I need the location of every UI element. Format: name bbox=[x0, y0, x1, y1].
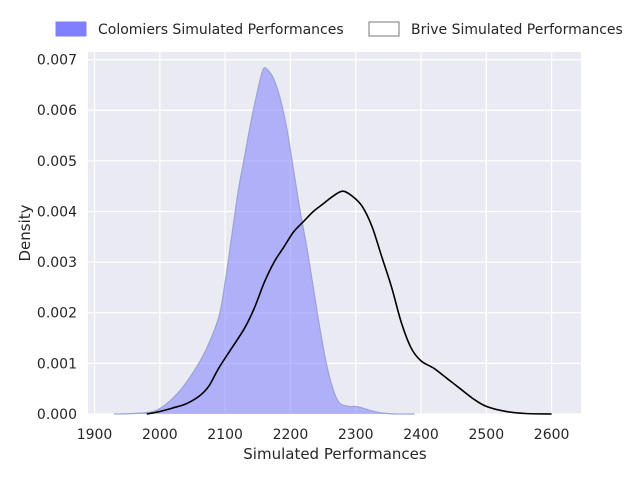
y-tick-label: 0.006 bbox=[37, 103, 77, 119]
series-layer bbox=[114, 67, 552, 415]
y-tick-label: 0.005 bbox=[37, 154, 77, 170]
x-tick-label: 1900 bbox=[77, 427, 113, 443]
x-tick-label: 2200 bbox=[273, 427, 309, 443]
series-area-colomiers bbox=[114, 67, 415, 415]
x-tick-label: 2400 bbox=[403, 427, 439, 443]
legend-label-brive: Brive Simulated Performances bbox=[411, 22, 623, 38]
x-tick-label: 2000 bbox=[142, 427, 178, 443]
y-tick-label: 0.001 bbox=[37, 356, 77, 372]
y-tick-label: 0.007 bbox=[37, 53, 77, 69]
x-tick-label: 2300 bbox=[338, 427, 374, 443]
grid-lines bbox=[88, 52, 581, 415]
x-tick-label: 2500 bbox=[468, 427, 504, 443]
legend-swatch-colomiers bbox=[55, 21, 87, 37]
x-tick-label: 2100 bbox=[207, 427, 243, 443]
x-tick-label: 2600 bbox=[534, 427, 570, 443]
legend-label-colomiers: Colomiers Simulated Performances bbox=[98, 22, 344, 38]
legend-swatch-brive bbox=[368, 21, 400, 37]
y-tick-label: 0.003 bbox=[37, 255, 77, 271]
series-line-brive bbox=[146, 190, 552, 415]
y-axis-ticks: 0.000 0.001 0.002 0.003 0.004 0.005 0.006 0.007 bbox=[37, 53, 77, 423]
y-tick-label: 0.002 bbox=[37, 306, 77, 322]
series-outline-colomiers bbox=[114, 67, 415, 415]
x-axis-label: Simulated Performances bbox=[243, 445, 427, 463]
y-axis-label: Density bbox=[16, 204, 34, 261]
legend: Colomiers Simulated Performances Brive S… bbox=[55, 21, 623, 38]
y-tick-label: 0.000 bbox=[37, 407, 77, 423]
x-axis-ticks: 1900 2000 2100 2200 2300 2400 2500 2600 bbox=[77, 427, 570, 443]
y-tick-label: 0.004 bbox=[37, 204, 77, 220]
plot-area bbox=[88, 52, 581, 414]
